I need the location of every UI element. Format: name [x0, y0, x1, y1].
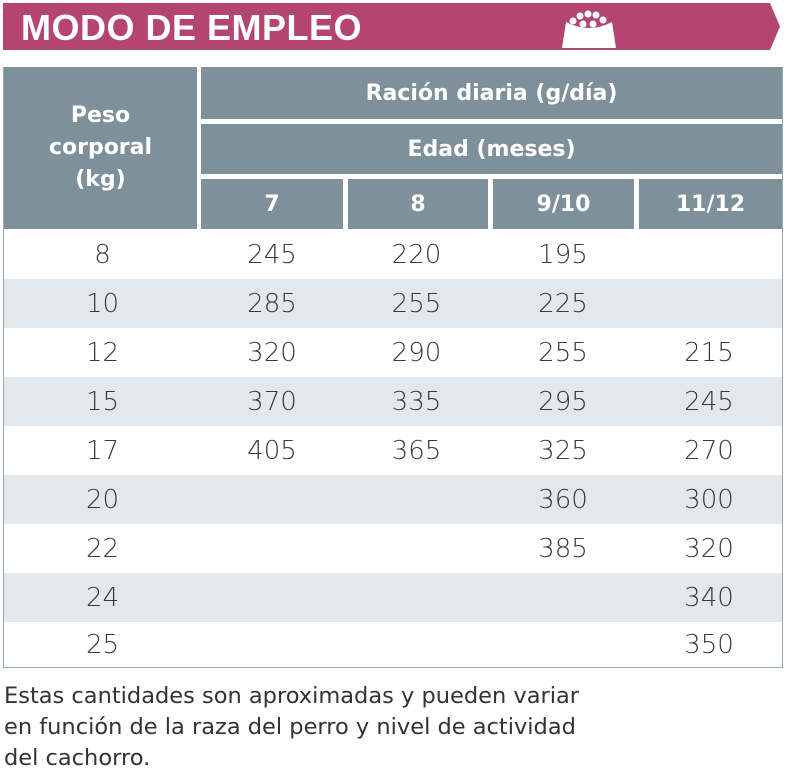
ration-cell: 245	[247, 239, 297, 270]
footnote-line-2: en función de la raza del perro y nivel …	[4, 714, 576, 740]
footnote: Estas cantidades son aproximadas y puede…	[4, 681, 704, 774]
ration-cell	[201, 475, 343, 524]
header-age-11-12: 11/12	[639, 179, 782, 229]
weight-cell: 17	[85, 435, 120, 466]
ration-cell: 360	[538, 484, 588, 515]
header-age-8: 8	[348, 179, 488, 229]
ration-cell: 365	[391, 435, 442, 466]
table-row: 24 340	[4, 573, 782, 622]
header-daily-ration: Ración diaria (g/día)	[201, 67, 782, 119]
ration-cell: 255	[391, 288, 442, 319]
header-weight-line-1: Peso	[70, 103, 131, 128]
ration-cell: 350	[684, 629, 734, 660]
ration-cell: 255	[538, 337, 588, 368]
ration-cell: 245	[684, 386, 734, 417]
footnote-line-3: del cachorro.	[4, 745, 151, 771]
weight-cell: 25	[85, 629, 120, 660]
weight-cell: 15	[85, 386, 120, 417]
ration-cell: 370	[247, 386, 297, 417]
table-row: 22 385 320	[4, 524, 782, 573]
feeding-table: Peso corporal (kg) Ración diaria (g/día)…	[3, 67, 783, 668]
ration-cell: 320	[684, 533, 734, 564]
table-row: 15 370 335 295 245	[4, 377, 782, 426]
ration-cell: 295	[538, 386, 588, 417]
ration-cell	[343, 524, 490, 573]
table-row: 20 360 300	[4, 475, 782, 524]
ration-cell: 215	[684, 337, 734, 368]
table-row: 10 285 255 225	[4, 279, 782, 328]
table-row: 25 350	[4, 622, 782, 667]
ration-cell	[201, 524, 343, 573]
weight-cell: 24	[85, 582, 120, 613]
ration-cell	[343, 622, 490, 667]
ration-cell: 270	[684, 435, 734, 466]
ration-cell	[343, 475, 490, 524]
ration-cell	[490, 573, 636, 622]
ration-cell	[201, 573, 343, 622]
table-row: 8 245 220 195	[4, 230, 782, 279]
table-body: 8 245 220 195 10 285 255 225 12 320 290 …	[4, 230, 782, 667]
ration-cell	[636, 279, 782, 328]
ration-cell	[201, 622, 343, 667]
table-row: 12 320 290 255 215	[4, 328, 782, 377]
weight-cell: 22	[85, 533, 120, 564]
header-body-weight: Peso corporal (kg)	[4, 67, 197, 229]
header-age-7: 7	[201, 179, 343, 229]
weight-cell: 8	[94, 239, 111, 270]
ration-cell: 335	[391, 386, 442, 417]
header-age-9-10: 9/10	[493, 179, 634, 229]
section-banner: MODO DE EMPLEO	[3, 3, 780, 50]
footnote-line-1: Estas cantidades son aproximadas y puede…	[4, 683, 580, 709]
table-row: 17 405 365 325 270	[4, 426, 782, 475]
ration-cell: 300	[684, 484, 734, 515]
ration-cell	[343, 573, 490, 622]
header-weight-line-3: (kg)	[75, 167, 126, 192]
food-bowl-icon	[562, 10, 616, 48]
ration-cell: 220	[391, 239, 442, 270]
header-age: Edad (meses)	[201, 124, 782, 174]
ration-cell: 405	[247, 435, 297, 466]
weight-cell: 10	[85, 288, 120, 319]
ration-cell: 195	[538, 239, 588, 270]
ration-cell	[490, 622, 636, 667]
ration-cell: 225	[538, 288, 588, 319]
ration-cell: 290	[391, 337, 442, 368]
ration-cell: 385	[538, 533, 588, 564]
ration-cell: 325	[538, 435, 588, 466]
ration-cell: 340	[684, 582, 734, 613]
ration-cell	[636, 230, 782, 279]
header-weight-line-2: corporal	[48, 135, 153, 160]
ration-cell: 320	[247, 337, 297, 368]
banner-title: MODO DE EMPLEO	[21, 7, 363, 48]
weight-cell: 12	[85, 337, 120, 368]
weight-cell: 20	[85, 484, 120, 515]
ration-cell: 285	[247, 288, 297, 319]
